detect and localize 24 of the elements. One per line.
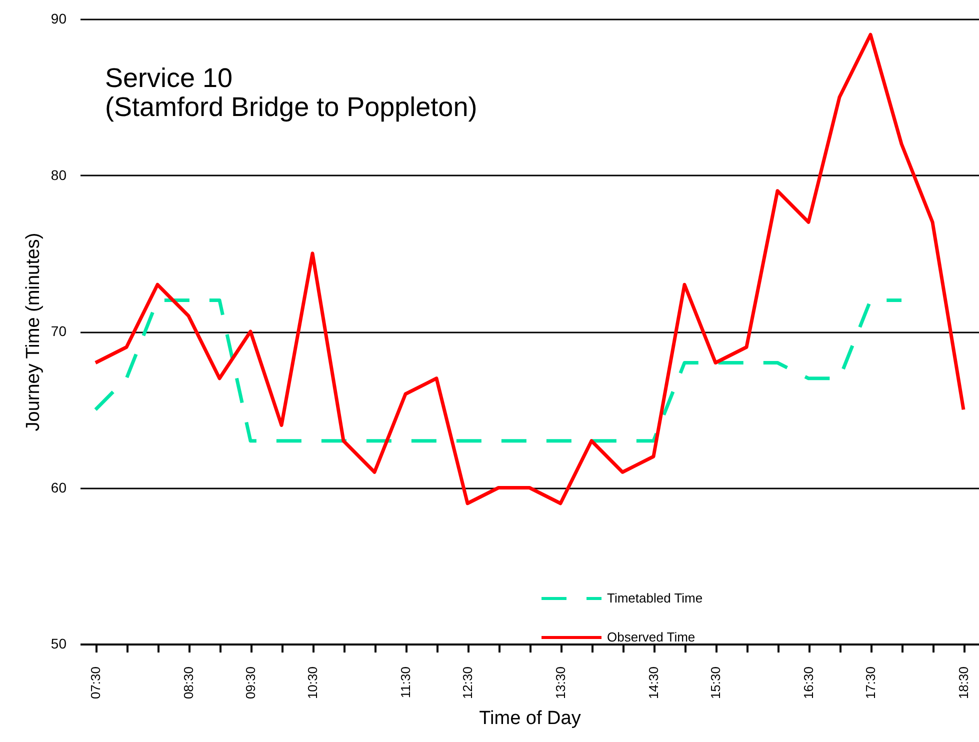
x-tick-label: 13:30: [553, 666, 568, 700]
text: (Stamford Bridge to Poppleton): [105, 92, 478, 122]
y-tick-label: 60: [50, 479, 67, 496]
x-tick-label: 12:30: [460, 666, 475, 700]
x-tick-label: 14:30: [646, 666, 661, 700]
legend-label: Observed Time: [607, 630, 696, 644]
x-tick-label: 10:30: [305, 666, 320, 700]
x-axis-title: Time of Day: [479, 708, 582, 730]
x-tick-label: 11:30: [398, 666, 413, 698]
text: Service 10: [105, 63, 233, 93]
y-tick-label: 70: [50, 323, 67, 339]
x-tick-label: 16:30: [801, 666, 816, 700]
x-tick-label: 15:30: [708, 666, 723, 700]
x-tick-label: 17:30: [863, 666, 878, 700]
x-tick-label: 18:30: [956, 666, 971, 700]
legend-label: Timetabled Time: [607, 590, 703, 606]
y-tick-label: 80: [50, 166, 67, 183]
y-axis-title: Journey Time (minutes): [22, 232, 44, 432]
y-tick-label: 90: [50, 10, 67, 26]
x-tick-label: 07:30: [88, 666, 103, 700]
y-tick-label: 50: [50, 636, 67, 652]
x-tick-label: 09:30: [243, 666, 258, 700]
line-series: [94, 32, 966, 506]
x-tick-label: 08:30: [181, 666, 196, 700]
